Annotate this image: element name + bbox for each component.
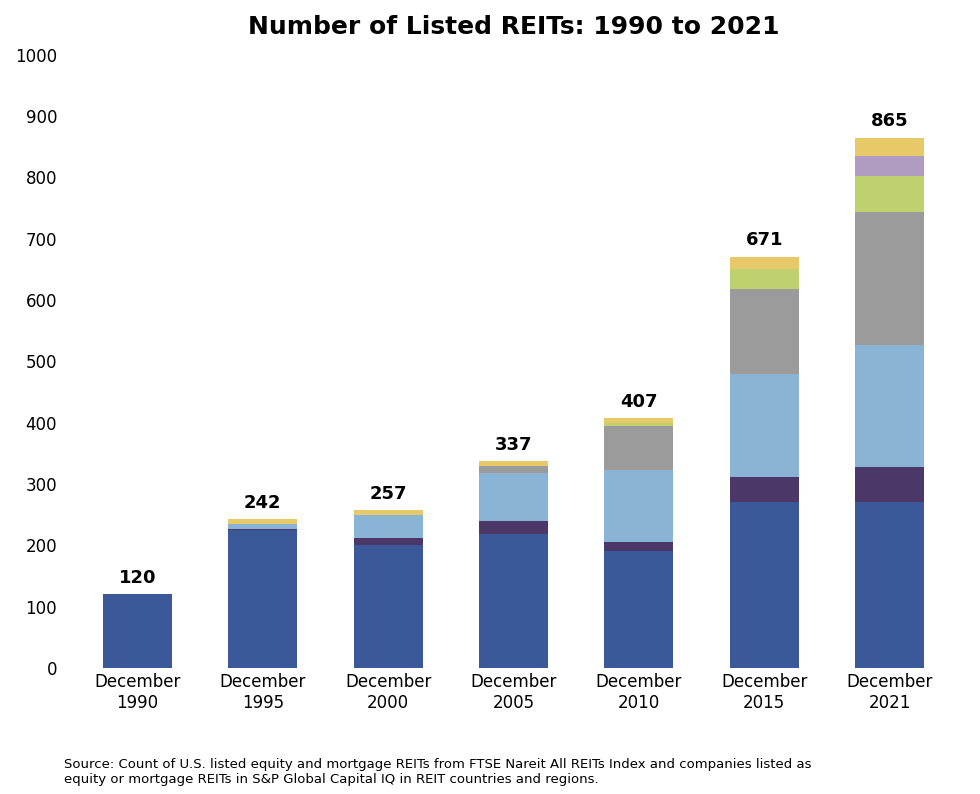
Text: 337: 337 bbox=[495, 436, 532, 454]
Bar bbox=[855, 345, 924, 467]
Bar bbox=[605, 551, 673, 668]
Bar bbox=[855, 137, 924, 156]
Bar bbox=[479, 521, 548, 534]
Bar bbox=[354, 511, 422, 515]
Bar bbox=[228, 524, 297, 529]
Bar bbox=[730, 476, 799, 503]
Bar bbox=[605, 418, 673, 422]
Bar bbox=[479, 461, 548, 465]
Text: 257: 257 bbox=[369, 485, 407, 503]
Bar bbox=[228, 519, 297, 524]
Text: 671: 671 bbox=[746, 231, 783, 249]
Bar bbox=[855, 212, 924, 345]
Text: Source: Count of U.S. listed equity and mortgage REITs from FTSE Nareit All REIT: Source: Count of U.S. listed equity and … bbox=[64, 758, 811, 786]
Bar bbox=[103, 594, 172, 668]
Bar bbox=[855, 467, 924, 503]
Bar bbox=[605, 426, 673, 470]
Bar bbox=[479, 534, 548, 668]
Bar bbox=[354, 515, 422, 538]
Bar bbox=[228, 530, 297, 668]
Bar bbox=[479, 473, 548, 521]
Bar bbox=[605, 542, 673, 551]
Bar bbox=[730, 289, 799, 374]
Bar bbox=[855, 156, 924, 176]
Bar bbox=[354, 545, 422, 668]
Text: 407: 407 bbox=[620, 393, 658, 411]
Bar bbox=[228, 529, 297, 530]
Title: Number of Listed REITs: 1990 to 2021: Number of Listed REITs: 1990 to 2021 bbox=[248, 15, 779, 39]
Bar bbox=[730, 269, 799, 289]
Text: 865: 865 bbox=[870, 112, 908, 130]
Text: 242: 242 bbox=[244, 494, 281, 512]
Bar bbox=[605, 470, 673, 542]
Bar bbox=[730, 256, 799, 269]
Bar bbox=[605, 422, 673, 426]
Bar bbox=[354, 538, 422, 545]
Bar bbox=[855, 176, 924, 212]
Bar bbox=[855, 503, 924, 668]
Bar bbox=[479, 465, 548, 473]
Text: 120: 120 bbox=[119, 569, 156, 587]
Bar bbox=[730, 374, 799, 476]
Bar bbox=[730, 503, 799, 668]
